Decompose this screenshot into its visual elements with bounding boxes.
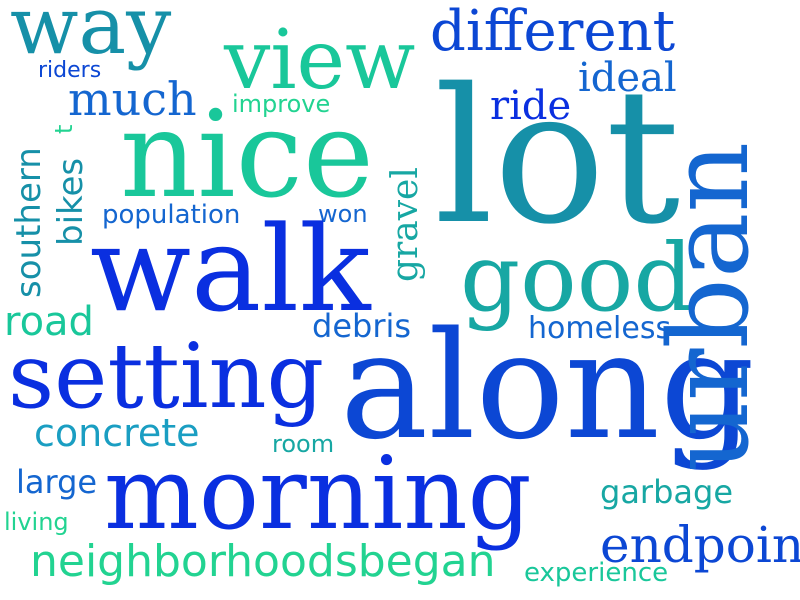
word-won: won [318, 200, 368, 228]
word-urban: urban [645, 141, 773, 472]
word-walk: walk [90, 200, 371, 338]
word-large: large [16, 463, 98, 501]
word-debris: debris [312, 307, 412, 345]
word-nice: nice [120, 86, 374, 225]
word-lot: lot [434, 48, 681, 265]
word-morning: morning [104, 435, 532, 552]
word-endpoint: endpoint [600, 516, 800, 574]
word-population: population [102, 200, 241, 230]
word-riders: riders [38, 58, 102, 83]
word-neighborhoodsbegan: neighborhoodsbegan [30, 536, 496, 587]
word-southern: southern [9, 147, 49, 298]
word-garbage: garbage [600, 473, 733, 511]
word-ride: ride [490, 83, 572, 129]
word-homeless: homeless [528, 311, 672, 346]
word-road: road [4, 299, 94, 345]
word-room: room [272, 430, 335, 458]
word-setting: setting [8, 324, 325, 429]
word-living: living [4, 508, 69, 536]
word-gravel: gravel [385, 167, 426, 282]
word-way: way [10, 0, 172, 72]
word-different: different [430, 0, 676, 64]
word-t: t [50, 124, 78, 134]
word-bikes: bikes [51, 157, 91, 246]
word-much: much [68, 72, 197, 126]
word-concrete: concrete [34, 411, 200, 455]
word-ideal: ideal [578, 55, 677, 101]
word-experience: experience [524, 558, 669, 588]
word-view: view [224, 13, 416, 108]
word-good: good [460, 224, 694, 333]
word-improve: improve [232, 90, 331, 118]
word-along: along [340, 300, 755, 472]
